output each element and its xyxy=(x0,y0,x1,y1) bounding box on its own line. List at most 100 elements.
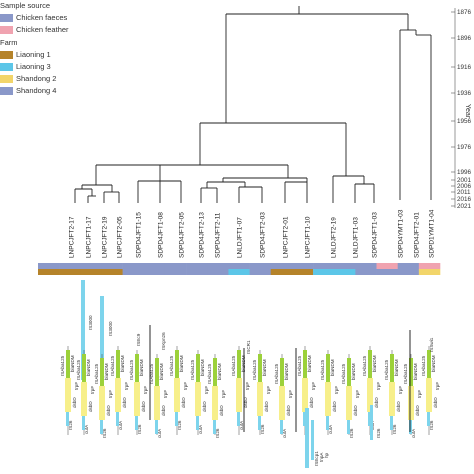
gene-block xyxy=(195,382,201,416)
tip-label: SDPD4JFT1-15 xyxy=(136,212,143,258)
gene-label: IS26 xyxy=(177,420,182,430)
gene-block xyxy=(279,386,285,420)
gene-block xyxy=(116,350,120,378)
gene-label: dsbD xyxy=(106,405,111,416)
farm-bar-cell xyxy=(249,269,272,275)
legend-item-chicken-faeces: Chicken faeces xyxy=(0,13,67,22)
gene-block xyxy=(154,386,160,420)
farm-bar-cell xyxy=(228,269,250,275)
tip-label: SDPD4JFT2-05 xyxy=(179,212,186,258)
gene-label: ISAba125 xyxy=(341,363,346,384)
gene-label: ISAba125 xyxy=(190,359,195,380)
farm-bar-cell xyxy=(186,269,208,275)
gene-block xyxy=(65,378,71,412)
source-bar-cell xyxy=(59,263,81,269)
gene-label: dsbD xyxy=(243,397,248,408)
legend-swatch xyxy=(0,86,13,95)
gene-label: ISAba125 xyxy=(129,359,134,380)
legend-item-shandong-4: Shandong 4 xyxy=(0,86,56,95)
year-axis: 1876 1896 1916 1936 1956 1976 1996200120062011… xyxy=(451,8,472,210)
gene-label: cutA xyxy=(328,424,333,434)
gene-label: dsbD xyxy=(374,397,379,408)
gene-label: ISAba125 xyxy=(94,363,99,384)
gene-block xyxy=(213,420,216,434)
gene-label: IS26 xyxy=(68,420,73,430)
gene-label: ISAba125 xyxy=(149,363,154,384)
gene-label: trpF xyxy=(108,390,113,398)
source-bar-cell xyxy=(38,263,60,269)
tip-label: LNLDJFT1-07 xyxy=(237,217,244,258)
legend-swatch xyxy=(0,13,13,22)
gene-label: blaNDM xyxy=(159,363,164,380)
legend-item-liaoning-1: Liaoning 1 xyxy=(0,50,51,59)
tip-label: LNPCJFT2-01 xyxy=(283,216,290,258)
gene-block xyxy=(81,382,87,416)
gene-label: trpF xyxy=(204,386,209,394)
gene-block xyxy=(175,350,179,378)
tip-label: LNPCJFT2-05 xyxy=(117,216,124,258)
gene-block xyxy=(346,386,352,420)
gene-label: blaNDM xyxy=(179,355,184,372)
axis-tick-label: 1916 xyxy=(457,64,472,71)
metadata-bars xyxy=(38,263,441,275)
gene-block xyxy=(100,358,104,386)
farm-bar-cell xyxy=(270,269,293,275)
gene-label: IS26 xyxy=(349,428,354,438)
gene-label: ISEc9 xyxy=(136,333,141,346)
tip-label: LNPCJFT2-19 xyxy=(102,216,109,258)
gene-label: trpF xyxy=(124,382,129,390)
gene-label: trpF xyxy=(183,382,188,390)
source-bar-cell xyxy=(355,263,377,269)
gene-block xyxy=(100,420,103,434)
gene-label: IS26 xyxy=(137,424,142,434)
legend-item-chicken-feather: Chicken feather xyxy=(0,25,69,34)
gene-label: IS26 xyxy=(260,424,265,434)
gene-label: ISSwi1 xyxy=(429,337,434,352)
legend-swatch xyxy=(0,50,13,59)
axis-tick-label: 1996 xyxy=(457,169,472,176)
gene-label: dsbD xyxy=(88,401,93,412)
gene-label: blaNDM xyxy=(241,355,246,372)
gene-block xyxy=(135,416,138,430)
legend-title-sample-source: Sample source xyxy=(0,1,51,10)
insertion-block xyxy=(305,408,309,468)
gene-label: trpF xyxy=(221,390,226,398)
gene-label: dsbD xyxy=(433,397,438,408)
gene-block xyxy=(135,354,139,382)
farm-bar-cell xyxy=(38,269,60,275)
gene-label: trpF xyxy=(143,386,148,394)
gene-label: tnpA xyxy=(319,452,324,462)
gene-label: blaNDM xyxy=(307,355,312,372)
legend-label: Shandong 2 xyxy=(16,74,57,83)
gene-block xyxy=(303,350,307,378)
gene-block xyxy=(82,354,86,382)
gene-block xyxy=(427,350,431,378)
gene-block xyxy=(115,378,121,412)
gene-block xyxy=(213,358,217,386)
farm-bar-cell xyxy=(355,269,377,275)
source-bar-cell xyxy=(291,263,314,269)
gene-label: blaNDM xyxy=(431,355,436,372)
gene-label: blaNDM xyxy=(372,355,377,372)
gene-label: trpF xyxy=(74,382,79,390)
gene-label: blaNDM xyxy=(262,359,267,376)
gene-label: cutA xyxy=(84,424,89,434)
source-bar-cell xyxy=(334,263,356,269)
gene-label: IS26 xyxy=(392,424,397,434)
gene-label: ISAba125 xyxy=(252,359,257,380)
gene-label: dsbD xyxy=(309,397,314,408)
legend-label: Liaoning 3 xyxy=(16,62,51,71)
legend-swatch xyxy=(0,25,13,34)
gene-label: trpF xyxy=(90,386,95,394)
gene-block xyxy=(347,420,350,434)
farm-bar-cell xyxy=(122,269,145,275)
gene-block xyxy=(426,378,432,412)
source-bar-cell xyxy=(207,263,229,269)
gene-block xyxy=(174,378,180,412)
tip-labels: LNPCJFT2-17 LNPCJFT1-17 LNPCJFT2-19 LNPCJFT… xyxy=(69,209,436,258)
gene-label: trpF xyxy=(398,386,403,394)
tip-label: SDPD4JFT2-13 xyxy=(199,212,206,258)
gene-label: ISAba125 xyxy=(207,363,212,384)
gene-label: dsbD xyxy=(415,405,420,416)
gene-label: blaNDM xyxy=(86,359,91,376)
